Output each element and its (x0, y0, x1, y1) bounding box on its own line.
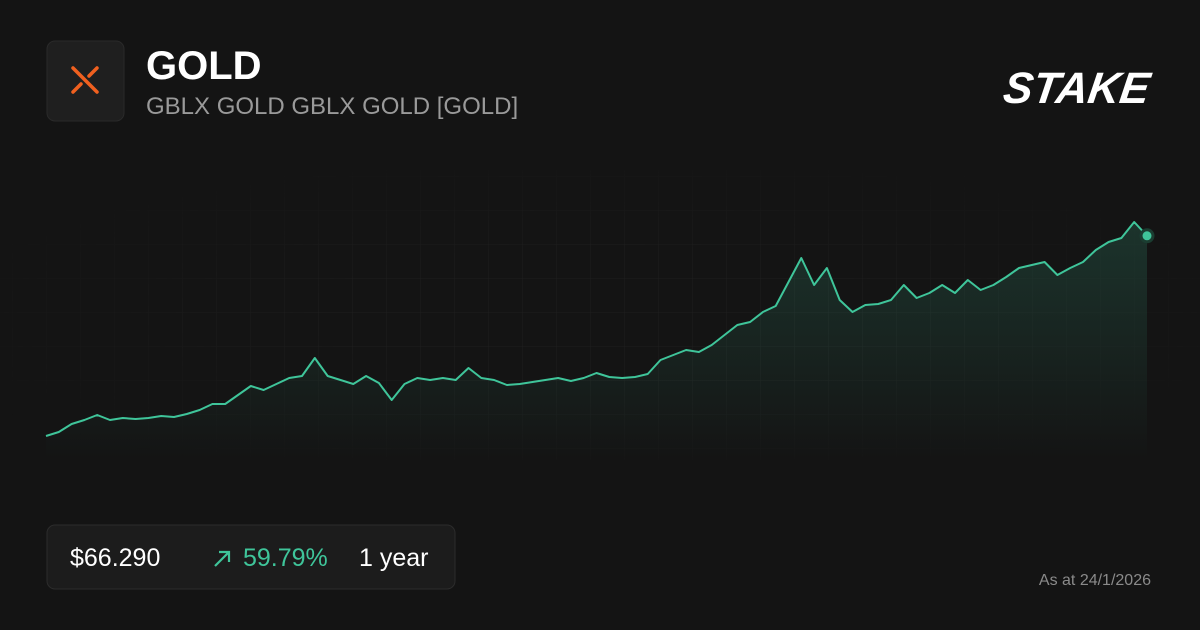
summary-box (46, 524, 456, 590)
logo-icon (71, 66, 99, 94)
price-line (45, 221, 1148, 437)
period: 1 year (359, 544, 428, 572)
up-arrow (214, 550, 231, 567)
subtitle: GBLX GOLD GBLX GOLD [GOLD] (146, 93, 518, 120)
title: GOLD (146, 44, 262, 88)
price: $66.290 (70, 544, 160, 572)
as-at: As at 24/1/2026 (1039, 572, 1151, 589)
last-point (1139, 228, 1155, 244)
change: 59.79% (243, 544, 328, 572)
brand: STAKE (1000, 64, 1154, 113)
area (46, 222, 1147, 460)
